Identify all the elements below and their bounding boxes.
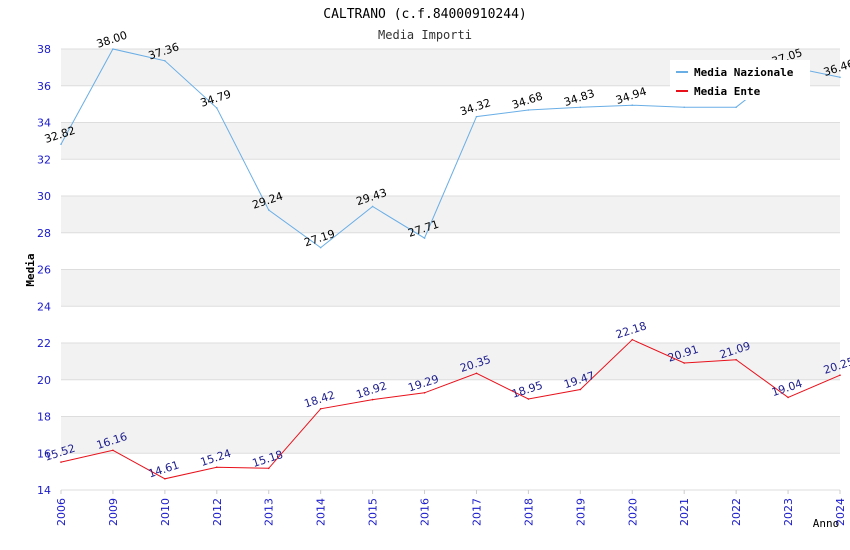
grid-band (61, 269, 840, 307)
data-point (319, 407, 322, 410)
grid-band (61, 232, 840, 270)
x-tick-label: 2006 (55, 498, 68, 526)
x-tick-label: 2014 (315, 498, 328, 526)
x-axis-label: Anno (813, 517, 840, 530)
grid-band (61, 379, 840, 417)
data-point (475, 115, 478, 118)
chart-subtitle: Media Importi (378, 28, 472, 42)
y-tick-label: 22 (37, 337, 51, 350)
data-point (164, 477, 166, 480)
legend-label: Media Nazionale (694, 66, 794, 79)
y-tick-label: 36 (37, 80, 51, 93)
chart-title: CALTRANO (c.f.84000910244) (323, 7, 527, 22)
x-tick-label: 2018 (522, 498, 535, 526)
x-tick-label: 2009 (107, 498, 120, 526)
data-point (579, 388, 582, 391)
data-point (527, 109, 530, 111)
series-line-media-ente (60, 339, 841, 480)
x-axis: 2006 2009 2010 2012 2013 2014 2015 2016 2017 2018… (55, 498, 847, 526)
grid-bands (60, 48, 841, 494)
data-point (371, 398, 374, 401)
data-point (475, 372, 478, 375)
data-point (735, 106, 737, 109)
y-axis-label: Media (24, 253, 37, 286)
y-tick-label: 38 (37, 43, 51, 56)
grid-band (61, 306, 840, 343)
grid-band (61, 122, 840, 160)
grid-band (61, 453, 840, 490)
data-point (164, 59, 166, 62)
data-point (216, 466, 218, 469)
y-tick-label: 30 (37, 190, 51, 203)
x-tick-label: 2015 (367, 498, 380, 526)
data-point (683, 106, 685, 109)
data-point (527, 398, 530, 400)
data-point (631, 104, 634, 107)
y-tick-label: 14 (37, 484, 51, 497)
legend: Media Nazionale Media Ente (670, 60, 810, 100)
data-point (735, 358, 737, 361)
data-point (112, 48, 114, 50)
data-point (216, 107, 218, 109)
data-point (112, 449, 114, 452)
x-tick-label: 2017 (470, 498, 483, 526)
data-point (423, 391, 426, 394)
data-point (787, 396, 789, 399)
data-point (60, 143, 62, 145)
data-point (683, 362, 685, 364)
data-point (631, 338, 634, 341)
x-tick-label: 2024 (834, 498, 847, 526)
x-tick-label: 2012 (211, 498, 224, 526)
data-point (423, 237, 426, 239)
y-tick-label: 20 (37, 374, 51, 387)
legend-box (670, 60, 810, 100)
x-tick-label: 2010 (159, 498, 172, 526)
y-axis: 14 16 18 20 22 24 26 28 30 32 34 36 38 (37, 43, 51, 497)
y-tick-label: 26 (37, 264, 51, 277)
data-label: 38.00 (95, 29, 129, 51)
y-tick-label: 28 (37, 227, 51, 240)
grid-band (61, 416, 840, 454)
y-tick-label: 34 (37, 117, 51, 130)
data-point (579, 106, 582, 109)
data-point (267, 209, 270, 211)
x-tick-label: 2019 (574, 498, 587, 526)
data-point (267, 467, 270, 470)
x-tick-label: 2023 (782, 498, 795, 526)
y-tick-label: 24 (37, 300, 51, 313)
data-point (319, 246, 322, 249)
x-tick-label: 2020 (626, 498, 639, 526)
data-point (60, 461, 62, 463)
x-tick-label: 2022 (730, 498, 743, 526)
data-point (371, 205, 374, 208)
grid-band (61, 196, 840, 233)
data-point (839, 374, 841, 376)
y-tick-label: 18 (37, 411, 51, 424)
series-line-media-nazionale (60, 48, 841, 249)
data-point (839, 76, 841, 79)
y-tick-label: 16 (37, 447, 51, 460)
x-tick-label: 2016 (419, 498, 432, 526)
legend-label: Media Ente (694, 85, 761, 98)
x-tick-label: 2021 (678, 498, 691, 526)
y-tick-label: 32 (37, 153, 51, 166)
x-tick-label: 2013 (263, 498, 276, 526)
